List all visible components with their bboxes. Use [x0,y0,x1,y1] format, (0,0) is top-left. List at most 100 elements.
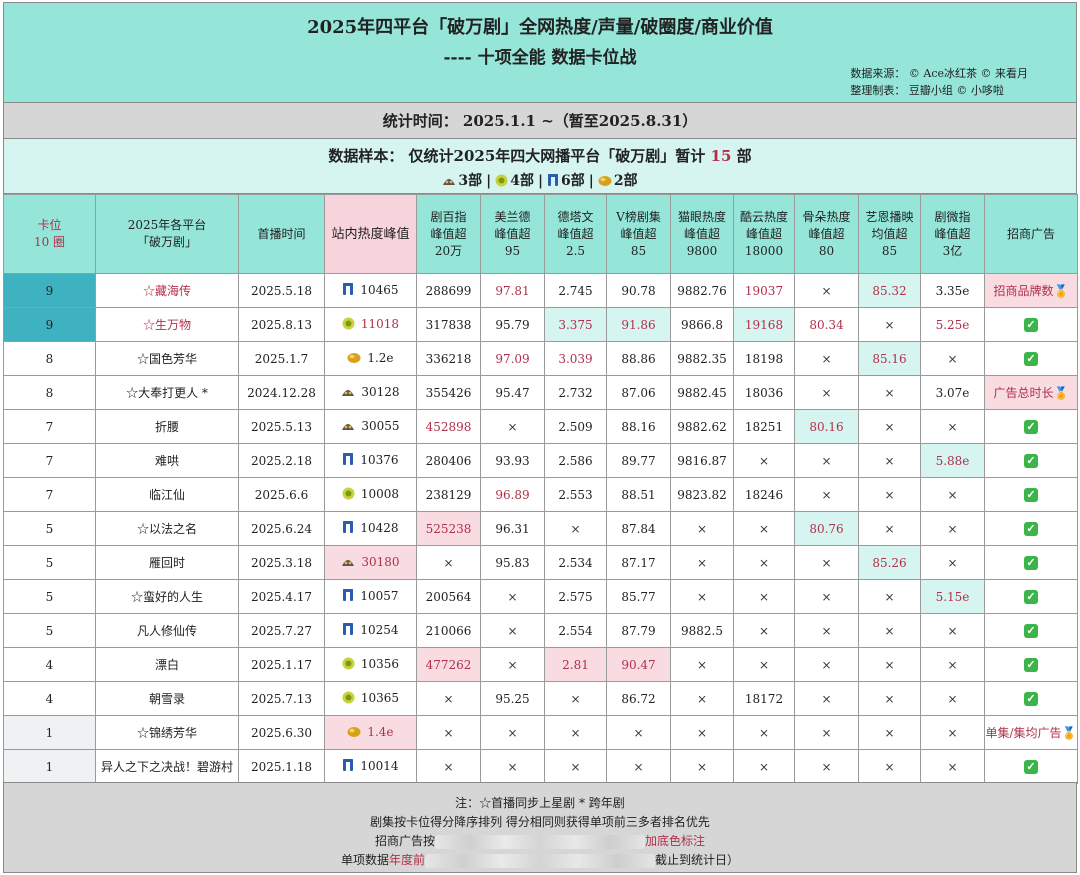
iqiyi-icon [342,317,355,333]
metric-c1: 280406 [416,443,481,478]
metric-c4: 87.17 [606,545,671,580]
site-heat-cell: 30180 [324,545,417,580]
platform-count-1: 4部 [495,170,534,191]
title-banner: 2025年四平台「破万剧」全网热度/声量/破圈度/商业价值 ---- 十项全能 … [3,2,1077,103]
metric-c1: 210066 [416,613,481,648]
metric-c7: 80.34 [794,307,859,342]
drama-title: ☆以法之名 [95,511,239,546]
table-row: 5 ☆蛮好的人生 2025.4.17 10057 200564 × 2.575 85.77 ×… [3,579,1078,614]
metric-c4: 90.78 [606,273,671,308]
youku-icon [342,520,354,537]
site-heat-cell: 10014 [324,749,417,784]
ad-cell: ✓ [984,749,1078,784]
drama-title: ☆生万物 [95,307,239,342]
col-premiere: 首播时间 [238,194,325,274]
rank-cell: 5 [3,545,96,580]
mango-tv-icon [341,386,355,401]
metric-c6: × [733,715,795,750]
ad-cell: ✓ [984,477,1078,512]
metric-c7: 80.76 [794,511,859,546]
metric-c6: × [733,613,795,648]
metric-c3: 3.375 [544,307,607,342]
mango-tv-icon [341,420,355,435]
metric-c2: 95.79 [480,307,545,342]
note-sort-rule: 剧集按卡位得分降序排列 得分相同则获得单项前三多者排名优先 [370,815,710,829]
metric-c8: × [858,613,921,648]
metric-c5: × [670,715,734,750]
metric-c9: 5.88e [920,443,985,478]
table-row: 5 凡人修仙传 2025.7.27 10254 210066 × 2.554 87.79 98… [3,613,1078,648]
source-credits: 数据来源： © Ace冰红茶 © 来看月 整理制表： 豆瓣小组 © 小哆啦 [850,65,1028,99]
metric-c7: × [794,477,859,512]
metric-c1: 355426 [416,375,481,410]
metric-c5: × [670,647,734,682]
metric-c3: 2.81 [544,647,607,682]
metric-c9: × [920,341,985,376]
metric-c1: 477262 [416,647,481,682]
metric-c2: 95.83 [480,545,545,580]
note-legend: 注：☆首播同步上星剧 * 跨年剧 [455,796,625,810]
rank-cell: 7 [3,477,96,512]
metric-c5: 9866.8 [670,307,734,342]
rank-cell: 8 [3,375,96,410]
col-c7: 骨朵热度 峰值超 80 [794,194,859,274]
ad-cell: 广告总时长🏅 [984,375,1078,410]
metric-c7: × [794,715,859,750]
metric-c7: × [794,273,859,308]
sub-title: ---- 十项全能 数据卡位战 [443,48,637,68]
metric-c3: 2.553 [544,477,607,512]
premiere-date: 2025.6.30 [238,715,325,750]
check-icon: ✓ [1024,318,1038,332]
metric-c5: 9816.87 [670,443,734,478]
note-data-rule: 单项数据年度前 截止到统计日） [340,853,740,868]
metric-c9: × [920,749,985,784]
col-ad: 招商广告 [984,194,1078,274]
metric-c9: 5.15e [920,579,985,614]
drama-title: ☆锦绣芳华 [95,715,239,750]
check-icon: ✓ [1024,488,1038,502]
col-c4: V榜剧集 峰值超 85 [606,194,671,274]
check-icon: ✓ [1024,522,1038,536]
metric-c8: × [858,375,921,410]
metric-c6: 18036 [733,375,795,410]
check-icon: ✓ [1024,556,1038,570]
drama-data-table: 卡位 10 圈 2025年各平台 「破万剧」 首播时间 站内热度峰值 剧百指 峰值超 2… [3,194,1078,784]
metric-c6: × [733,545,795,580]
metric-c4: 87.84 [606,511,671,546]
drama-title: ☆大奉打更人 * [95,375,239,410]
check-icon: ✓ [1024,454,1038,468]
separator: | [537,173,544,189]
metric-c5: 9882.62 [670,409,734,444]
tencent-video-icon [347,352,361,367]
site-heat-cell: 1.4e [324,715,417,750]
metric-c5: × [670,681,734,716]
metric-c6: 18198 [733,341,795,376]
platform-count-2: 6部 [547,170,585,191]
metric-c6: 19168 [733,307,795,342]
metric-c5: × [670,511,734,546]
mango-tv-icon [341,556,355,571]
check-icon: ✓ [1024,420,1038,434]
metric-c9: 3.35e [920,273,985,308]
metric-c7: × [794,341,859,376]
metric-c7: × [794,681,859,716]
metric-c8: × [858,681,921,716]
table-row: 8 ☆国色芳华 2025.1.7 1.2e 336218 97.09 3.039 88.86… [3,341,1078,376]
iqiyi-icon [342,691,355,707]
check-icon: ✓ [1024,624,1038,638]
drama-title: 折腰 [95,409,239,444]
col-c2: 美兰德 峰值超 95 [480,194,545,274]
ad-cell: 单集/集均广告🏅 [984,715,1078,750]
metric-c3: 2.575 [544,579,607,614]
metric-c5: 9882.35 [670,341,734,376]
col-c3: 德塔文 峰值超 2.5 [544,194,607,274]
metric-c3: 2.745 [544,273,607,308]
metric-c6: 19037 [733,273,795,308]
table-row: 7 难哄 2025.2.18 10376 280406 93.93 2.586 89.77 9… [3,443,1078,478]
drama-title: 漂白 [95,647,239,682]
metric-c6: × [733,443,795,478]
metric-c9: × [920,511,985,546]
metric-c2: 96.31 [480,511,545,546]
table-row: 1 ☆锦绣芳华 2025.6.30 1.4e × × × × × × × × × 单集/集均广告🏅 [3,715,1078,750]
drama-title: 雁回时 [95,545,239,580]
